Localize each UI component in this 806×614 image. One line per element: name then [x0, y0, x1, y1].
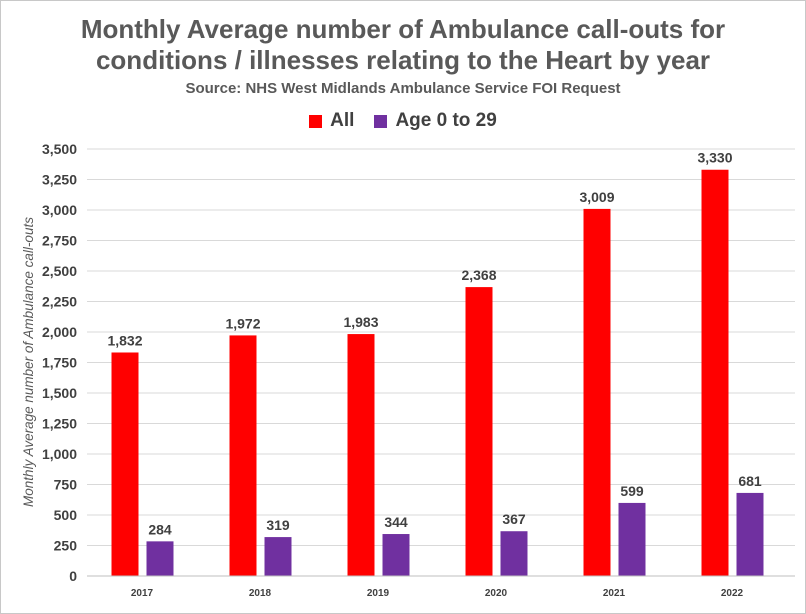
y-axis: 0 250 500 750 1,000 1,250 1,500 1,750 2,000 2,250…	[42, 141, 77, 584]
x-tick-label: 2019	[367, 588, 390, 599]
data-label: 284	[148, 521, 172, 537]
x-tick-label: 2022	[721, 588, 744, 599]
y-tick-label: 1,500	[42, 385, 77, 401]
bar-age-0-29	[146, 541, 174, 576]
bar-age-0-29	[382, 534, 410, 576]
legend-swatch-age-0-29	[374, 114, 388, 128]
bar-all	[701, 169, 729, 577]
bar-age-0-29	[264, 537, 292, 576]
chart-title-line-2: conditions / illnesses relating to the H…	[95, 45, 711, 75]
y-tick-label: 2,500	[42, 263, 77, 279]
data-label: 3,330	[697, 150, 732, 166]
y-tick-label: 3,250	[42, 172, 77, 188]
legend-label-all: All	[330, 110, 355, 131]
bar-age-0-29	[736, 492, 764, 576]
data-label: 2,368	[461, 267, 496, 283]
x-tick-label: 2018	[249, 588, 272, 599]
data-label: 344	[384, 514, 408, 530]
data-label: 319	[266, 517, 290, 533]
y-tick-label: 3,000	[42, 202, 77, 218]
legend-item-age-0-29: Age 0 to 29	[374, 110, 497, 132]
x-tick-label: 2021	[603, 588, 626, 599]
x-axis: 2017 2018 2019 2020 2021 2022	[87, 575, 795, 599]
data-label: 681	[738, 473, 762, 489]
x-tick-label: 2020	[485, 588, 508, 599]
data-label: 1,832	[107, 332, 142, 348]
bars	[111, 169, 764, 577]
chart-title-line-1: Monthly Average number of Ambulance call…	[80, 14, 726, 44]
y-tick-label: 2,750	[42, 233, 77, 249]
y-tick-label: 250	[54, 538, 78, 554]
legend-item-all: All	[309, 110, 354, 132]
data-label: 1,983	[343, 314, 378, 330]
y-tick-label: 0	[69, 568, 77, 584]
y-tick-label: 500	[54, 507, 78, 523]
y-tick-label: 3,500	[42, 141, 77, 157]
y-tick-label: 1,000	[42, 446, 77, 462]
y-tick-label: 1,250	[42, 416, 77, 432]
y-tick-label: 2,000	[42, 324, 77, 340]
bar-all	[111, 352, 139, 576]
data-label: 599	[620, 483, 644, 499]
bar-all	[465, 287, 493, 576]
data-labels: 1,832 284 1,972 319 1,983 344 2,368 367 3,009 599…	[107, 150, 761, 538]
y-tick-label: 1,750	[42, 355, 77, 371]
y-tick-label: 750	[54, 477, 78, 493]
legend-label-age-0-29: Age 0 to 29	[395, 110, 497, 131]
chart-subtitle: Source: NHS West Midlands Ambulance Serv…	[185, 80, 621, 97]
data-label: 1,972	[225, 315, 260, 331]
data-label: 367	[502, 511, 526, 527]
bar-all	[347, 334, 375, 576]
y-axis-label: Monthly Average number of Ambulance call…	[21, 217, 36, 507]
x-tick-label: 2017	[131, 588, 154, 599]
data-label: 3,009	[579, 189, 614, 205]
bar-all	[583, 208, 611, 577]
bar-age-0-29	[618, 502, 646, 576]
y-tick-label: 2,250	[42, 294, 77, 310]
legend-swatch-all	[309, 114, 323, 128]
gridlines	[87, 148, 795, 546]
bar-age-0-29	[500, 531, 528, 576]
bar-all	[229, 335, 257, 576]
chart-legend: All Age 0 to 29	[0, 110, 806, 132]
